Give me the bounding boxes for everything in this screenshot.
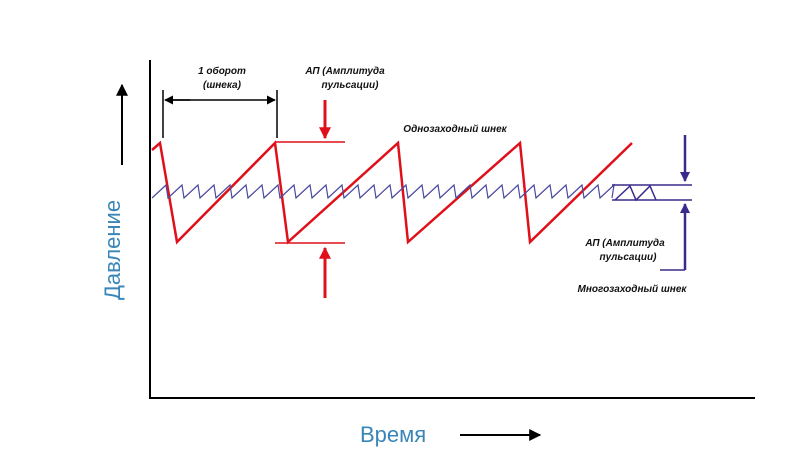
revolution-label: (шнека) xyxy=(203,80,242,91)
multi-screw-curve xyxy=(151,183,615,200)
multi-amplitude-marks xyxy=(612,135,692,271)
single-amplitude-label: пульсации) xyxy=(322,80,380,91)
single-amplitude-label: АП (Амплитуда xyxy=(304,66,385,77)
multi-amplitude-label: АП (Амплитуда xyxy=(584,238,665,249)
x-axis-label: Время xyxy=(360,422,426,447)
multi-amplitude-label: пульсации) xyxy=(600,252,658,263)
multi-screw-label: Многозаходный шнек xyxy=(578,284,688,295)
axes xyxy=(116,60,755,441)
single-screw-label: Однозаходный шнек xyxy=(403,124,507,135)
revolution-dimension xyxy=(162,90,278,138)
revolution-label: 1 оборот xyxy=(198,65,246,77)
single-amplitude-marks xyxy=(275,100,345,298)
single-screw-curve xyxy=(151,140,633,245)
y-axis-label: Давление xyxy=(100,200,125,300)
